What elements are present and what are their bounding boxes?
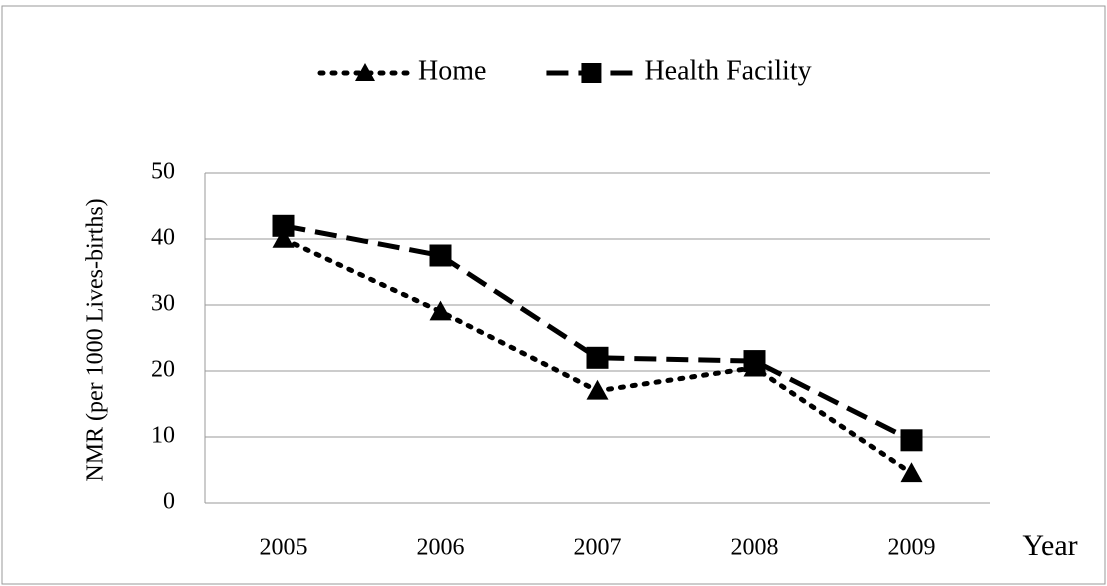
marker [429,300,452,321]
legend-marker [581,63,602,83]
x-tick-label: 2008 [731,535,779,561]
marker [272,214,295,237]
x-axis-label: Year [1022,529,1077,562]
y-tick-label: 10 [151,423,175,449]
marker [586,346,609,369]
y-tick-label: 30 [151,291,175,317]
legend-label: Health Facility [644,55,811,86]
x-tick-label: 2009 [888,535,936,561]
x-tick-label: 2007 [574,535,622,561]
frame [1,5,1106,585]
legend-marker [355,63,375,81]
marker [429,244,452,267]
y-tick-label: 0 [163,489,175,515]
marker [900,429,923,452]
marker [272,228,295,248]
y-tick-label: 40 [151,225,175,251]
series-line [283,223,913,443]
legend-label: Home [418,55,486,86]
y-tick-label: 50 [151,159,175,185]
x-tick-label: 2006 [417,535,465,561]
x-tick-label: 2005 [260,535,308,561]
y-tick-label: 20 [151,357,175,383]
marker [900,462,923,483]
y-axis-label: NMR (per 1000 Lives-births) [83,198,109,481]
marker [586,379,609,400]
marker [743,350,766,373]
